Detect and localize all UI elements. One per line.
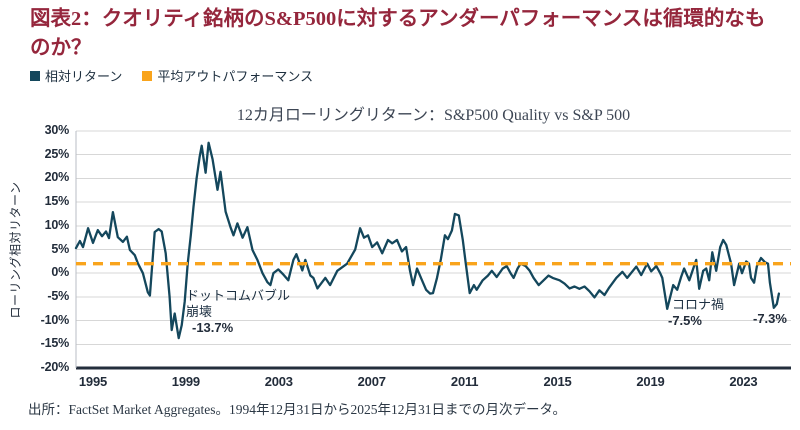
x-tick-label: 2011 [450,374,479,389]
annotation-label: ドットコムバブル [186,288,291,303]
x-tick-label: 2003 [264,374,293,389]
y-tick-label: -15% [40,336,70,351]
y-tick-label: -20% [40,360,70,374]
y-tick-label: 15% [44,194,70,209]
y-tick-label: 25% [44,146,70,161]
legend-item-label: 平均アウトパフォーマンス [157,69,314,84]
legend-item-label: 相対リターン [45,69,123,84]
annotation-label: 崩壊 [186,304,213,319]
relative-return-line [74,141,781,340]
x-tick-label: 1995 [78,374,108,389]
y-tick-label: 0% [51,265,69,280]
annotation-value: -7.5% [668,313,702,328]
chart-legend: 相対リターン 平均アウトパフォーマンス [30,66,313,85]
annotation-dotcom-bubble: ドットコムバブル 崩壊 -13.7% [186,288,290,336]
annotation-label: コロナ禍 [672,297,725,312]
chart-subtitle: 12カ月ローリングリターン：S&P500 Quality vs S&P 500 [236,107,631,124]
source-note: 出所：FactSet Market Aggregates。1994年12月31日… [28,402,567,417]
x-tick-label: 2019 [636,374,665,389]
legend-item-average-outperformance: 平均アウトパフォーマンス [142,66,313,85]
x-tick-label: 2015 [543,374,572,389]
x-tick-label: 2007 [357,374,386,389]
y-tick-label: 30% [44,123,70,137]
legend-swatch-square-icon [142,70,153,81]
y-tick-label: 10% [44,217,70,232]
x-tick-label: 1999 [171,374,200,389]
y-tick-label: -10% [40,312,70,327]
y-tick-label: 20% [44,170,70,185]
legend-item-relative-return: 相対リターン [30,66,122,85]
annotation-value: -13.7% [192,320,234,335]
y-tick-label: -5% [47,288,69,303]
annotation-latest-trough: -7.3% [753,311,787,327]
y-tick-label: 5% [51,241,69,256]
x-tick-label: 2023 [729,374,758,389]
annotation-value: -7.3% [753,311,787,326]
annotation-covid: コロナ禍 -7.5% [668,297,724,329]
legend-swatch-square-icon [30,70,40,81]
figure-title: 図表2：クオリティ銘柄のS&P500に対するアンダーパフォーマンスは循環的なもの… [30,8,766,59]
